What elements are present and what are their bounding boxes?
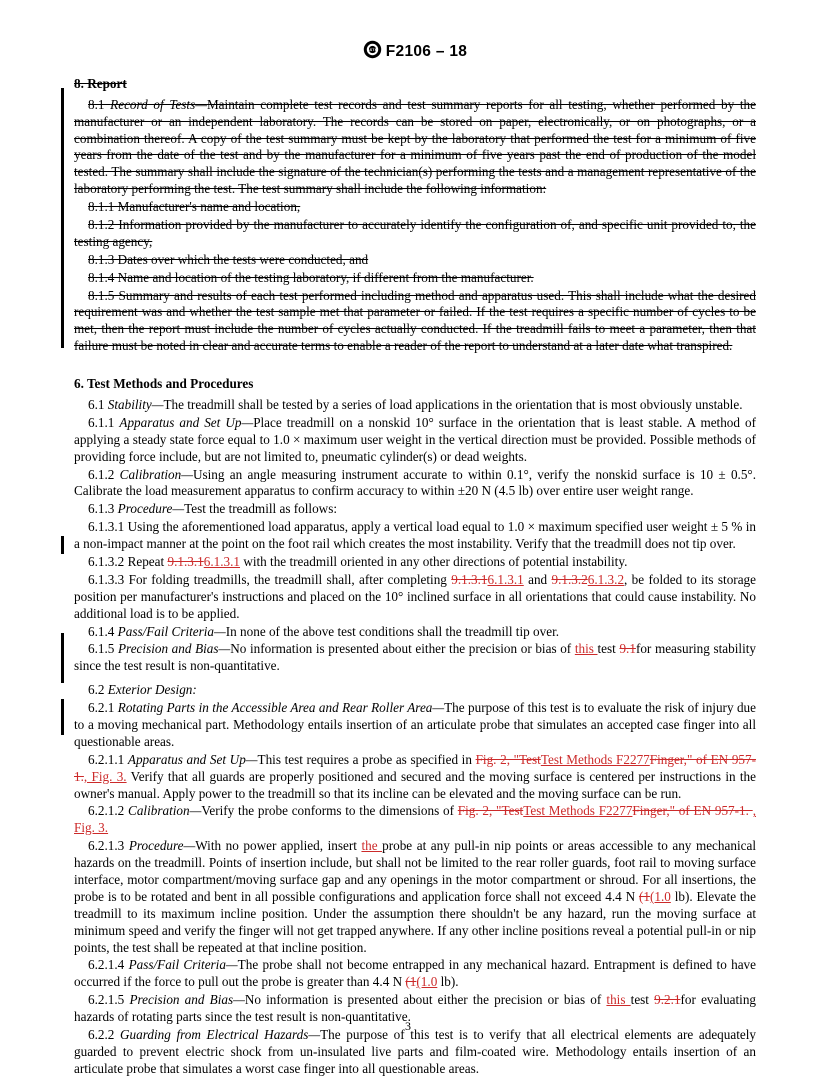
designation-text: F2106 – 18: [386, 43, 467, 60]
para-6-1-3-3: 6.1.3.3 For folding treadmills, the trea…: [74, 572, 756, 623]
para-6-1-3: 6.1.3 Procedure—Test the treadmill as fo…: [74, 501, 756, 518]
para-6-2-1-1: 6.2.1.1 Apparatus and Set Up—This test r…: [74, 752, 756, 803]
para-8-1-5: 8.1.5 Summary and results of each test p…: [74, 288, 756, 356]
page-number: 3: [0, 1019, 816, 1034]
para-6-2-2: 6.2.2 Guarding from Electrical Hazards—T…: [74, 1027, 756, 1078]
para-6-2-1: 6.2.1 Rotating Parts in the Accessible A…: [74, 700, 756, 751]
para-6-2-1-4: 6.2.1.4 Pass/Fail Criteria—The probe sha…: [74, 957, 756, 991]
para-8-1-3: 8.1.3 Dates over which the tests were co…: [74, 252, 756, 269]
para-6-1-4: 6.1.4 Pass/Fail Criteria—In none of the …: [74, 624, 756, 641]
para-6-1-2: 6.1.2 Calibration—Using an angle measuri…: [74, 467, 756, 501]
page-header: ASTM F2106 – 18: [74, 42, 756, 62]
para-6-1-3-1: 6.1.3.1 Using the aforementioned load ap…: [74, 519, 756, 553]
para-6-1: 6.1 Stability—The treadmill shall be tes…: [74, 397, 756, 414]
para-6-1-5: 6.1.5 Precision and Bias—No information …: [74, 641, 756, 675]
para-8-1-4: 8.1.4 Name and location of the testing l…: [74, 270, 756, 287]
section-6-heading: 6. Test Methods and Procedures: [74, 376, 756, 393]
para-6-2-1-3: 6.2.1.3 Procedure—With no power applied,…: [74, 838, 756, 956]
para-6-2: 6.2 Exterior Design:: [74, 682, 756, 699]
astm-logo-icon: ASTM: [363, 40, 382, 59]
para-6-1-3-2: 6.1.3.2 Repeat 9.1.3.16.1.3.1 with the t…: [74, 554, 756, 571]
para-6-2-1-2: 6.2.1.2 Calibration—Verify the probe con…: [74, 803, 756, 837]
para-6-1-1: 6.1.1 Apparatus and Set Up—Place treadmi…: [74, 415, 756, 466]
para-8-1: 8.1 Record of Tests—Maintain complete te…: [74, 97, 756, 198]
para-8-1-2: 8.1.2 Information provided by the manufa…: [74, 217, 756, 251]
section-8-heading: 8. Report: [74, 76, 756, 93]
para-8-1-1: 8.1.1 Manufacturer's name and location,: [74, 199, 756, 216]
svg-text:ASTM: ASTM: [367, 49, 378, 53]
